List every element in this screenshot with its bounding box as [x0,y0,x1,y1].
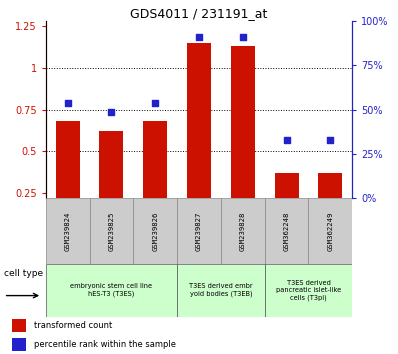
Title: GDS4011 / 231191_at: GDS4011 / 231191_at [130,7,268,20]
Text: GSM239828: GSM239828 [240,211,246,251]
Text: GSM239824: GSM239824 [64,211,71,251]
Bar [12,319,27,331]
Bar [231,46,255,198]
Point [196,34,202,40]
Text: percentile rank within the sample: percentile rank within the sample [34,340,176,349]
Text: GSM239827: GSM239827 [196,211,202,251]
Point [152,100,158,105]
Bar [275,173,298,198]
Bar [100,131,123,198]
Bar [318,173,342,198]
Text: embryonic stem cell line
hES-T3 (T3ES): embryonic stem cell line hES-T3 (T3ES) [70,283,152,297]
Bar [133,198,177,264]
Point [240,34,246,40]
Bar [46,264,177,317]
Bar [177,198,221,264]
Bar [221,198,265,264]
Point [327,137,334,143]
Bar [308,198,352,264]
Bar [46,198,90,264]
Text: GSM239825: GSM239825 [108,211,115,251]
Bar [265,264,352,317]
Bar [177,264,265,317]
Text: T3ES derived embr
yoid bodies (T3EB): T3ES derived embr yoid bodies (T3EB) [189,283,253,297]
Bar [265,198,308,264]
Text: GSM239826: GSM239826 [152,211,158,251]
Bar [187,43,211,198]
Text: transformed count: transformed count [34,320,112,330]
Point [64,100,71,105]
Text: T3ES derived
pancreatic islet-like
cells (T3pi): T3ES derived pancreatic islet-like cells… [276,280,341,301]
Point [283,137,290,143]
Bar [56,121,80,198]
Text: GSM362248: GSM362248 [283,211,290,251]
Bar [143,121,167,198]
Bar [12,338,27,351]
Text: cell type: cell type [4,269,43,278]
Bar [90,198,133,264]
Text: GSM362249: GSM362249 [327,211,334,251]
Point [108,109,115,114]
